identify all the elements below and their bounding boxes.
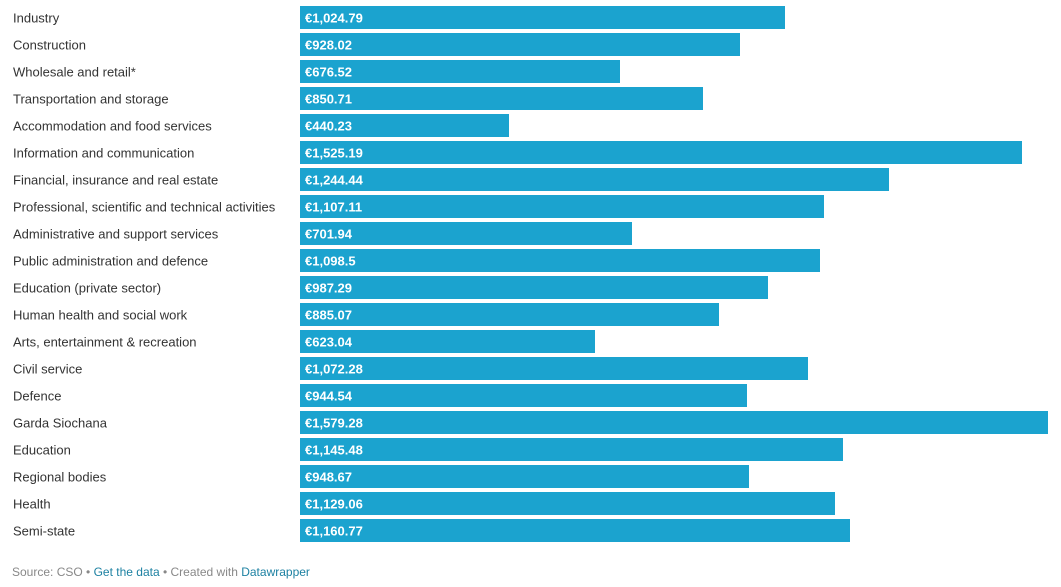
value-label-education: €1,145.48 [305, 443, 363, 458]
value-label-defence: €944.54 [305, 389, 353, 404]
value-label-semi-state: €1,160.77 [305, 524, 363, 539]
value-label-accommodation-and-food-services: €440.23 [305, 119, 352, 134]
bar-chart: Industry €1,024.79 Construction €928.02 Whol… [13, 6, 1048, 542]
bar-human-health-and-social-work[interactable] [300, 303, 719, 326]
footer-separator-1: • [82, 565, 94, 579]
category-label-transportation-and-storage: Transportation and storage [13, 92, 169, 107]
bar-wholesale-and-retail[interactable] [300, 60, 620, 83]
category-label-industry: Industry [13, 11, 60, 26]
bar-education-private-sector[interactable] [300, 276, 768, 299]
category-label-arts-entertainment-recreation: Arts, entertainment & recreation [13, 335, 197, 350]
value-label-public-administration-and-defence: €1,098.5 [305, 254, 356, 269]
category-label-defence: Defence [13, 389, 61, 404]
datawrapper-link[interactable]: Datawrapper [241, 565, 310, 579]
value-label-health: €1,129.06 [305, 497, 363, 512]
bar-accommodation-and-food-services[interactable] [300, 114, 509, 137]
category-label-accommodation-and-food-services: Accommodation and food services [13, 119, 212, 134]
bar-regional-bodies[interactable] [300, 465, 749, 488]
value-label-garda-siochana: €1,579.28 [305, 416, 363, 431]
bar-transportation-and-storage[interactable] [300, 87, 703, 110]
bar-garda-siochana[interactable] [300, 411, 1048, 434]
get-the-data-link[interactable]: Get the data [93, 565, 160, 579]
value-label-education-private-sector: €987.29 [305, 281, 352, 296]
chart-footer: Source: CSO • Get the data • Created wit… [12, 565, 310, 579]
value-label-information-and-communication: €1,525.19 [305, 146, 363, 161]
category-label-education: Education [13, 443, 71, 458]
category-label-regional-bodies: Regional bodies [13, 470, 107, 485]
category-label-wholesale-and-retail: Wholesale and retail* [13, 65, 136, 80]
category-label-financial-insurance-and-real-estate: Financial, insurance and real estate [13, 173, 218, 188]
bar-industry[interactable] [300, 6, 785, 29]
bar-public-administration-and-defence[interactable] [300, 249, 820, 272]
category-label-information-and-communication: Information and communication [13, 146, 194, 161]
bar-civil-service[interactable] [300, 357, 808, 380]
value-label-civil-service: €1,072.28 [305, 362, 363, 377]
value-label-professional-scientific-and-technical-activities: €1,107.11 [305, 200, 362, 215]
bar-professional-scientific-and-technical-activities[interactable] [300, 195, 824, 218]
bar-defence[interactable] [300, 384, 747, 407]
category-label-human-health-and-social-work: Human health and social work [13, 308, 188, 323]
category-label-public-administration-and-defence: Public administration and defence [13, 254, 208, 269]
bar-financial-insurance-and-real-estate[interactable] [300, 168, 889, 191]
bar-administrative-and-support-services[interactable] [300, 222, 632, 245]
value-label-financial-insurance-and-real-estate: €1,244.44 [305, 173, 364, 188]
bar-health[interactable] [300, 492, 835, 515]
category-label-education-private-sector: Education (private sector) [13, 281, 161, 296]
value-label-industry: €1,024.79 [305, 11, 363, 26]
category-label-garda-siochana: Garda Siochana [13, 416, 108, 431]
bar-education[interactable] [300, 438, 843, 461]
source-text: Source: CSO [12, 565, 83, 579]
value-label-administrative-and-support-services: €701.94 [305, 227, 353, 242]
value-label-human-health-and-social-work: €885.07 [305, 308, 352, 323]
value-label-regional-bodies: €948.67 [305, 470, 352, 485]
bar-arts-entertainment-recreation[interactable] [300, 330, 595, 353]
value-label-wholesale-and-retail: €676.52 [305, 65, 352, 80]
category-label-civil-service: Civil service [13, 362, 82, 377]
category-label-construction: Construction [13, 38, 86, 53]
category-label-health: Health [13, 497, 51, 512]
category-label-administrative-and-support-services: Administrative and support services [13, 227, 219, 242]
footer-separator-2: • [159, 565, 171, 579]
value-label-arts-entertainment-recreation: €623.04 [305, 335, 353, 350]
created-with-text: Created with [170, 565, 238, 579]
category-label-semi-state: Semi-state [13, 524, 75, 539]
bar-construction[interactable] [300, 33, 740, 56]
value-label-transportation-and-storage: €850.71 [305, 92, 352, 107]
bar-semi-state[interactable] [300, 519, 850, 542]
bar-information-and-communication[interactable] [300, 141, 1022, 164]
category-label-professional-scientific-and-technical-activities: Professional, scientific and technical a… [13, 200, 276, 215]
value-label-construction: €928.02 [305, 38, 352, 53]
